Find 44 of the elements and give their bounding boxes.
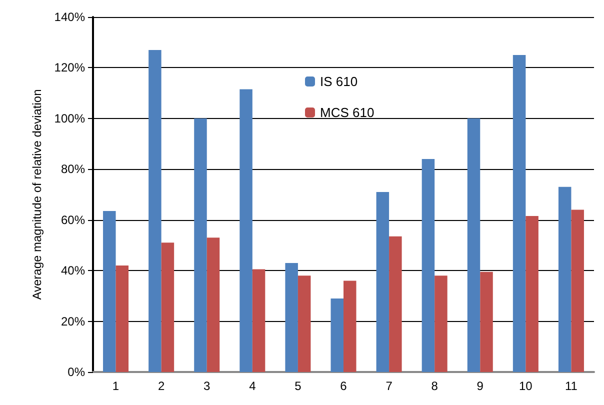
y-axis-title: Average magnitude of relative deviation — [30, 89, 44, 300]
bar — [480, 272, 493, 372]
x-tick-label: 4 — [249, 379, 256, 393]
y-tick-label: 100% — [54, 111, 86, 126]
bar — [344, 280, 356, 372]
legend-label: IS 610 — [320, 74, 358, 89]
x-tick-label: 1 — [112, 379, 120, 393]
y-tick-label: 20% — [60, 314, 86, 328]
x-tick-label: 11 — [564, 379, 578, 393]
bar — [252, 269, 266, 372]
bar — [512, 55, 526, 372]
bar — [116, 266, 129, 372]
y-tick-label: 140% — [54, 10, 86, 24]
bar — [558, 186, 572, 372]
y-tick-label: 60% — [60, 212, 86, 227]
x-tick-label: 3 — [204, 379, 211, 393]
bar — [467, 118, 480, 372]
y-tick-label: 120% — [54, 60, 86, 75]
x-tick-label: 9 — [476, 379, 484, 393]
bar — [330, 298, 344, 372]
bar — [376, 192, 390, 372]
y-tick-label: 40% — [60, 264, 86, 278]
bar — [389, 236, 402, 372]
x-tick-label: 10 — [519, 379, 533, 393]
bar — [103, 210, 116, 372]
y-tick-label: 0% — [68, 365, 86, 379]
bar — [434, 276, 448, 372]
bar — [571, 210, 584, 372]
bar — [206, 238, 220, 372]
x-tick-label: 2 — [158, 379, 165, 393]
bar — [240, 89, 252, 372]
bar — [298, 276, 311, 372]
x-tick-label: 5 — [294, 379, 302, 393]
x-tick-label: 8 — [431, 379, 438, 393]
x-tick-label: 7 — [386, 379, 393, 393]
bar — [161, 242, 174, 372]
bar — [526, 216, 538, 372]
bar — [285, 262, 298, 372]
y-tick-label: 80% — [60, 162, 86, 176]
bar — [422, 159, 435, 372]
bar — [194, 118, 207, 372]
x-tick-label: 6 — [340, 379, 348, 393]
legend-label: MCS 610 — [320, 105, 374, 120]
bar — [148, 50, 162, 372]
